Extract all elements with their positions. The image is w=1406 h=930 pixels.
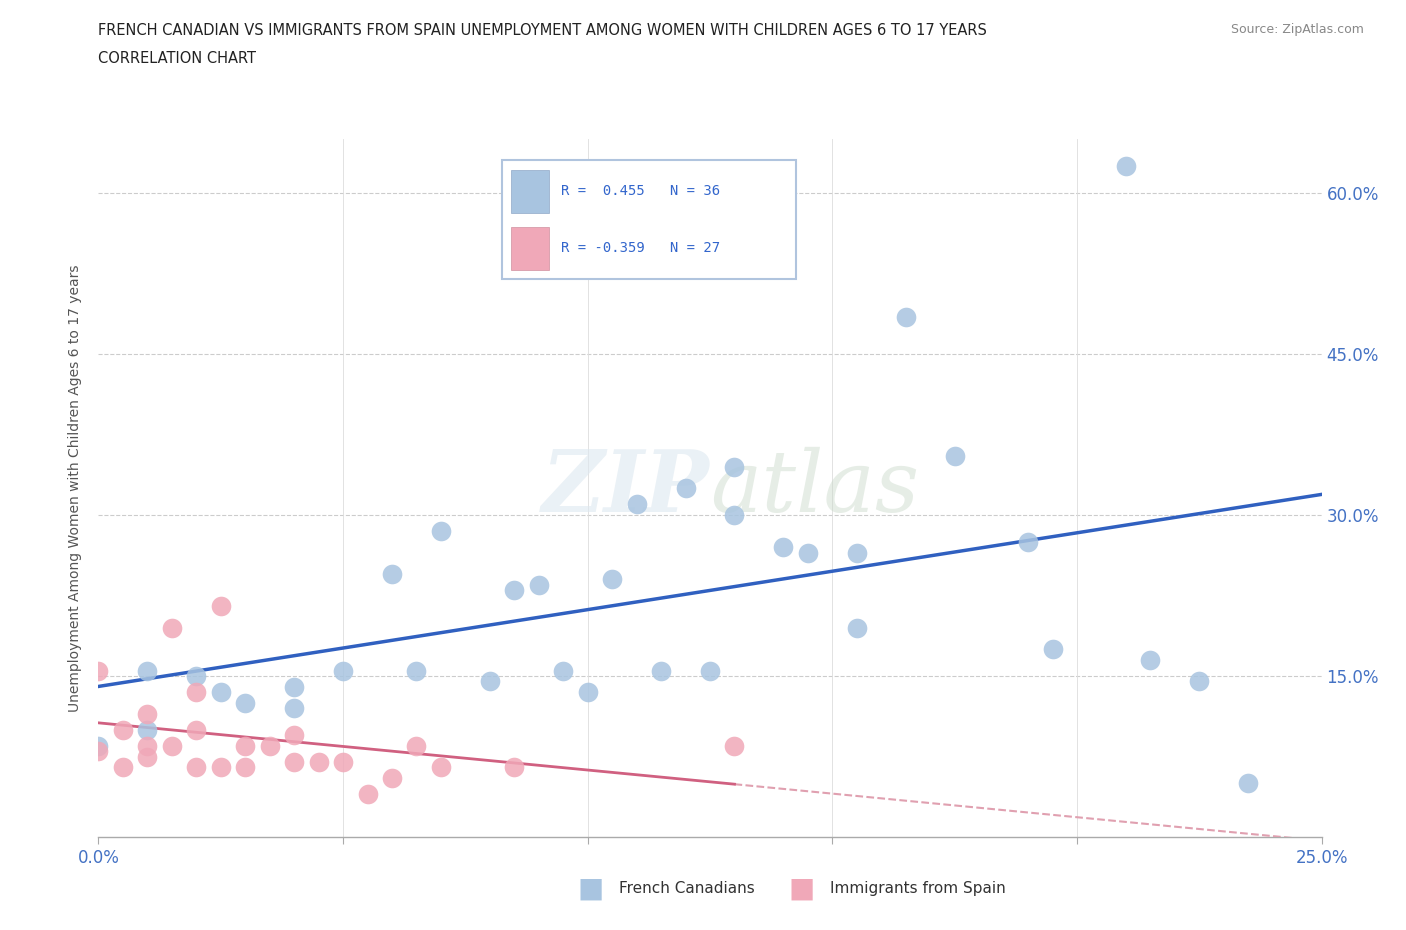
Point: [1139, 653, 1161, 668]
Point: [136, 706, 159, 721]
Point: [381, 566, 404, 581]
Point: [723, 508, 745, 523]
Point: [186, 760, 208, 775]
Point: [943, 448, 966, 463]
Point: [1115, 159, 1137, 174]
Text: FRENCH CANADIAN VS IMMIGRANTS FROM SPAIN UNEMPLOYMENT AMONG WOMEN WITH CHILDREN : FRENCH CANADIAN VS IMMIGRANTS FROM SPAIN…: [98, 23, 987, 38]
Point: [723, 738, 745, 753]
Point: [233, 760, 256, 775]
Point: [650, 663, 672, 678]
Point: [233, 738, 256, 753]
Point: [478, 674, 501, 689]
Point: [1237, 776, 1260, 790]
Point: [308, 754, 330, 769]
Point: [136, 749, 159, 764]
Point: [503, 760, 526, 775]
Point: [209, 599, 232, 614]
Text: Source: ZipAtlas.com: Source: ZipAtlas.com: [1230, 23, 1364, 36]
Point: [87, 738, 110, 753]
Point: [332, 754, 354, 769]
Point: [1017, 535, 1039, 550]
Point: [111, 760, 134, 775]
Point: [405, 738, 427, 753]
Point: [160, 620, 183, 635]
Point: [723, 459, 745, 474]
Text: ■: ■: [789, 874, 814, 902]
Point: [259, 738, 281, 753]
Text: ZIP: ZIP: [543, 446, 710, 530]
Text: ■: ■: [578, 874, 603, 902]
Point: [87, 744, 110, 759]
Point: [283, 754, 305, 769]
Point: [894, 309, 917, 324]
Point: [503, 583, 526, 598]
Point: [283, 701, 305, 716]
Point: [136, 663, 159, 678]
Point: [527, 578, 550, 592]
Point: [576, 684, 599, 699]
Point: [675, 481, 697, 496]
Point: [160, 738, 183, 753]
Point: [845, 620, 868, 635]
Point: [209, 760, 232, 775]
Text: atlas: atlas: [710, 447, 920, 529]
Point: [186, 669, 208, 684]
Point: [845, 545, 868, 560]
Point: [381, 771, 404, 786]
Point: [87, 663, 110, 678]
Point: [332, 663, 354, 678]
Text: Immigrants from Spain: Immigrants from Spain: [830, 881, 1005, 896]
Point: [699, 663, 721, 678]
Point: [772, 539, 794, 554]
Point: [553, 663, 575, 678]
Point: [136, 723, 159, 737]
Point: [356, 787, 378, 802]
Point: [111, 723, 134, 737]
Point: [600, 572, 623, 587]
Point: [233, 696, 256, 711]
Point: [1188, 674, 1211, 689]
Point: [797, 545, 820, 560]
Point: [430, 760, 453, 775]
Y-axis label: Unemployment Among Women with Children Ages 6 to 17 years: Unemployment Among Women with Children A…: [69, 264, 83, 712]
Point: [136, 738, 159, 753]
Point: [405, 663, 427, 678]
Point: [186, 723, 208, 737]
Point: [626, 497, 648, 512]
Point: [283, 679, 305, 694]
Point: [283, 727, 305, 742]
Point: [1042, 642, 1064, 657]
Point: [209, 684, 232, 699]
Point: [430, 524, 453, 538]
Text: French Canadians: French Canadians: [619, 881, 755, 896]
Point: [186, 684, 208, 699]
Text: CORRELATION CHART: CORRELATION CHART: [98, 51, 256, 66]
